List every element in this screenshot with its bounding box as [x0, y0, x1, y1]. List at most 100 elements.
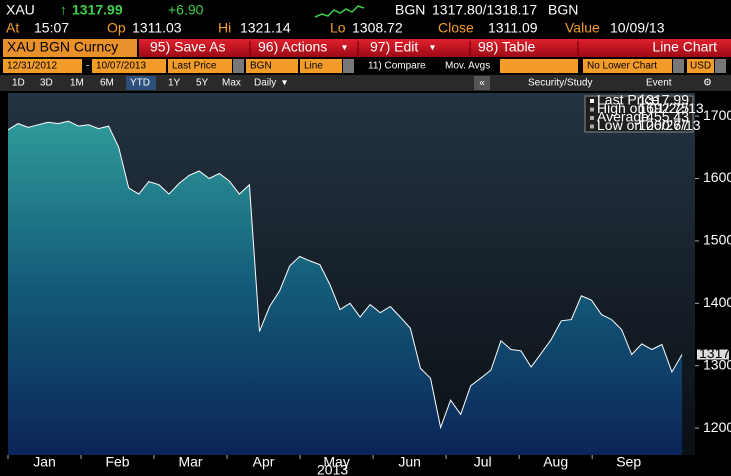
legend-marker — [590, 124, 594, 129]
x-tick-label: Jul — [474, 454, 492, 470]
collapse-button[interactable] — [474, 76, 490, 90]
dropdown[interactable] — [343, 59, 354, 73]
legend-marker — [590, 99, 594, 103]
quote-value: 1311.03 — [132, 20, 182, 36]
quote-row: At 15:07 Op 1311.03 Hi 1321.14 Lo 1308.72 Close 1… — [6, 20, 665, 36]
end-date: 10/07/2013 — [96, 61, 146, 72]
last-price: 1317.99 — [72, 2, 123, 18]
mov-avgs[interactable]: Mov. Avgs — [445, 61, 490, 72]
legend-value: 1692.75 — [638, 100, 689, 116]
gear-icon[interactable]: ⚙ — [703, 78, 712, 89]
quote-value: 15:07 — [34, 20, 69, 36]
security-box[interactable] — [3, 39, 137, 57]
ccy: USD — [690, 61, 711, 72]
legend-value: 1200.67 — [638, 117, 689, 133]
x-tick-label: Sep — [616, 454, 641, 470]
y-tick-label: 1600 — [703, 169, 731, 185]
style: Line — [304, 61, 323, 72]
red-toolbar — [139, 39, 731, 57]
period[interactable]: Max — [222, 78, 241, 89]
study[interactable]: Security/Study — [528, 78, 592, 89]
area — [8, 121, 682, 455]
toolbar-button[interactable]: 97) Edit — [370, 39, 418, 55]
x-tick-label: May — [323, 454, 349, 470]
legend-value: 1317.99 — [638, 92, 689, 108]
legend-label: Average — [597, 109, 649, 125]
last-price-tag-label: 1317.99 — [699, 345, 731, 361]
x-tick-label: Jun — [398, 454, 421, 470]
x-tick-label: Feb — [105, 454, 129, 470]
sparkline — [314, 5, 365, 18]
security: XAU BGN Curncy — [7, 39, 118, 55]
period[interactable]: 1Y — [168, 78, 181, 89]
period[interactable]: YTD — [130, 78, 150, 89]
collapse: « — [479, 78, 485, 89]
source: BGN — [395, 2, 425, 18]
dropdown-arrow: ▾ — [342, 43, 347, 54]
selected-period — [126, 76, 156, 90]
frequency[interactable]: Daily — [254, 78, 276, 89]
dropdown-arrow: ▾ — [430, 43, 435, 54]
toolbar-button[interactable]: 95) Save As — [150, 39, 226, 55]
quote-label: Hi — [218, 20, 231, 36]
y-tick-label: 1200 — [703, 419, 731, 435]
field[interactable] — [246, 59, 298, 73]
last-price-tag — [697, 349, 729, 360]
legend-label: Low on 06/27/13 — [597, 117, 701, 133]
chart: 1200 1300 1400 1500 1600 1700 Jan Feb Mar Apr May J… — [7, 92, 731, 476]
compare[interactable]: 11) Compare — [368, 61, 426, 72]
y-tick-label: 1400 — [703, 294, 731, 310]
y-tick-label: 1500 — [703, 232, 731, 248]
view[interactable]: Line Chart — [652, 39, 717, 55]
field[interactable] — [300, 59, 342, 73]
period[interactable]: 1D — [12, 78, 25, 89]
lower-chart: No Lower Chart — [587, 61, 657, 72]
buttons: 95) Save As 96) Actions ▾ 97) Edit ▾ 98) Tabl… — [150, 39, 579, 55]
x-tick-label: Mar — [178, 454, 202, 470]
legend-value: 1455.43 — [638, 109, 689, 125]
event[interactable]: Event — [646, 78, 672, 89]
ticker: XAU — [6, 2, 35, 18]
line — [7, 120, 683, 430]
y-tick-label: 1300 — [703, 356, 731, 372]
quote-label: Op — [107, 20, 126, 36]
start-date: 12/31/2012 — [7, 61, 57, 72]
period[interactable]: 3D — [40, 78, 53, 89]
legend-label: Last Price — [597, 92, 659, 108]
source2: BGN — [548, 2, 578, 18]
periods: 1D 3D 1M 6M YTD 1Y 5Y Max — [12, 76, 241, 90]
field[interactable] — [3, 59, 82, 73]
year-label: 2013 — [317, 462, 348, 476]
x-tick-label: Jan — [33, 454, 56, 470]
period[interactable]: 5Y — [196, 78, 209, 89]
change: +6.90 — [168, 2, 204, 18]
dash: - — [86, 61, 89, 72]
quote-value: 1321.14 — [240, 20, 291, 36]
dropdown[interactable] — [233, 59, 244, 73]
legend-marker — [590, 107, 594, 112]
dropdown[interactable] — [673, 59, 684, 73]
field[interactable] — [687, 59, 714, 73]
quote-label: Lo — [330, 20, 346, 36]
field[interactable] — [500, 59, 578, 73]
currency: BGN — [250, 61, 272, 72]
x-tick-label: Aug — [543, 454, 568, 470]
period[interactable]: 6M — [100, 78, 114, 89]
toolbar-button[interactable]: 96) Actions — [258, 39, 327, 55]
toolbar-button[interactable]: 98) Table — [478, 39, 536, 55]
legend-box — [584, 95, 694, 133]
quote-label: Close — [438, 20, 474, 36]
quote-value: 1308.72 — [352, 20, 403, 36]
period[interactable]: 1M — [70, 78, 84, 89]
quote-label: Value — [565, 20, 600, 36]
quote-value: 1311.09 — [488, 20, 538, 36]
field[interactable] — [168, 59, 232, 73]
dropdown[interactable] — [715, 59, 726, 73]
dropdown-arrow: ▾ — [282, 78, 287, 89]
field[interactable] — [583, 59, 672, 73]
period-bar — [0, 75, 731, 91]
y-tick-label: 1700 — [703, 107, 731, 123]
field[interactable] — [92, 59, 166, 73]
